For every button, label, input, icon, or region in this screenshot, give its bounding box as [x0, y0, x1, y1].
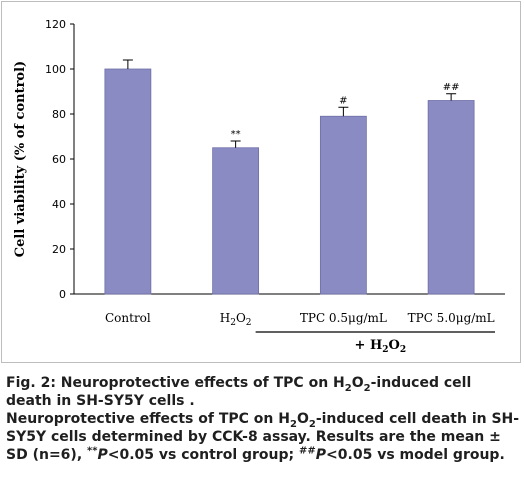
bar	[427, 100, 475, 295]
y-tick-label: 20	[52, 243, 66, 256]
bar-chart: 0 20 40 60 80 100 120 Cell viability (% of cont…	[13, 18, 505, 355]
significance-label: ##	[443, 82, 460, 93]
bar	[212, 147, 260, 295]
y-axis-title: Cell viability (% of control)	[13, 61, 28, 257]
significance-label: **	[231, 129, 241, 140]
significance-label: #	[339, 95, 347, 106]
y-tick-label: 40	[52, 198, 66, 211]
group-label: + H2O2	[355, 338, 407, 355]
bar	[104, 68, 152, 295]
y-tick-label: 80	[52, 108, 66, 121]
bar	[319, 115, 367, 295]
caption-description: Neuroprotective effects of TPC on H2O2-i…	[6, 411, 520, 463]
figure-frame	[1, 1, 521, 363]
y-tick-label: 120	[45, 18, 66, 31]
y-tick-label: 0	[59, 288, 66, 301]
x-tick-label: H2O2	[220, 311, 252, 328]
figure-caption: Fig. 2: Neuroprotective effects of TPC o…	[6, 374, 520, 464]
caption-title: Fig. 2: Neuroprotective effects of TPC o…	[6, 375, 472, 409]
bars	[104, 59, 475, 295]
y-tick-label: 60	[52, 153, 66, 166]
x-tick-label: Control	[105, 311, 151, 325]
x-tick-label: TPC 0.5μg/mL	[300, 311, 387, 325]
x-tick-label: TPC 5.0μg/mL	[408, 311, 495, 325]
labels: 0 20 40 60 80 100 120 Cell viability (% of cont…	[13, 18, 495, 355]
y-tick-label: 100	[45, 63, 66, 76]
